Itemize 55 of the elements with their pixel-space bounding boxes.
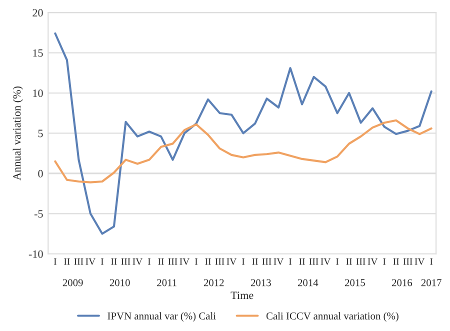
y-tick-label: 5 [38, 130, 43, 138]
x-tick-label: I [194, 258, 198, 265]
legend-label: IPVN annual var (%) Cali [108, 312, 216, 322]
x-tick-label: IV [368, 258, 378, 265]
x-tick-label: II [158, 258, 164, 265]
x-tick-label: IV [274, 258, 284, 265]
y-axis-title: Annual variation (%) [12, 86, 23, 180]
x-tick-label: IV [226, 258, 237, 265]
x-tick-label: III [262, 258, 272, 265]
line-series [54, 32, 432, 235]
x-tick-label: I [148, 258, 151, 265]
x-tick-label: IV [414, 258, 425, 265]
text: 2015 [344, 279, 365, 286]
x-tick-label: II [252, 258, 258, 265]
x-tick-label: III [403, 258, 412, 265]
x-tick-label: IV [320, 258, 331, 265]
y-tick-label: 15 [33, 49, 43, 57]
x-tick-label: I [100, 258, 104, 265]
x-axis-title: Time [230, 292, 254, 300]
text: 2014 [298, 279, 318, 286]
text: 2009 [62, 279, 83, 286]
text: 2013 [250, 279, 271, 286]
line-series [54, 119, 432, 184]
y-tick-label: -5 [34, 210, 43, 218]
x-tick-label: II [205, 258, 211, 265]
x-tick-label: II [64, 258, 70, 265]
x-tick-label: III [356, 258, 366, 265]
text: 2017 [421, 279, 442, 286]
x-tick-label: III [168, 258, 178, 265]
text: 2016 [392, 279, 412, 286]
x-tick-label: II [111, 258, 117, 265]
y-tick-label: -10 [28, 250, 43, 258]
x-tick-label: II [393, 258, 399, 265]
x-tick-label: III [215, 258, 224, 265]
x-tick-label: I [54, 258, 56, 265]
text: 2011 [157, 279, 176, 286]
x-tick-label: IV [180, 258, 190, 265]
x-tick-label: I [430, 258, 433, 265]
x-tick-label: I [383, 258, 386, 265]
text: 2010 [110, 279, 130, 286]
x-tick-label: II [346, 258, 352, 265]
legend-label: Cali ICCV annual variation (%) [266, 312, 398, 322]
x-tick-label: I [289, 258, 292, 265]
y-tick-label: 20 [32, 9, 43, 17]
x-tick-label: III [121, 258, 130, 265]
x-tick-label: I [336, 258, 339, 265]
y-tick-label: 10 [33, 89, 43, 97]
y-tick-label: 0 [38, 170, 43, 178]
x-tick-label: III [309, 258, 318, 265]
x-tick-label: III [74, 258, 84, 265]
x-tick-label: IV [86, 258, 96, 265]
text: 2012 [204, 279, 224, 286]
x-tick-label: II [299, 258, 305, 265]
x-tick-label: IV [132, 258, 143, 265]
x-tick-label: I [242, 258, 245, 265]
